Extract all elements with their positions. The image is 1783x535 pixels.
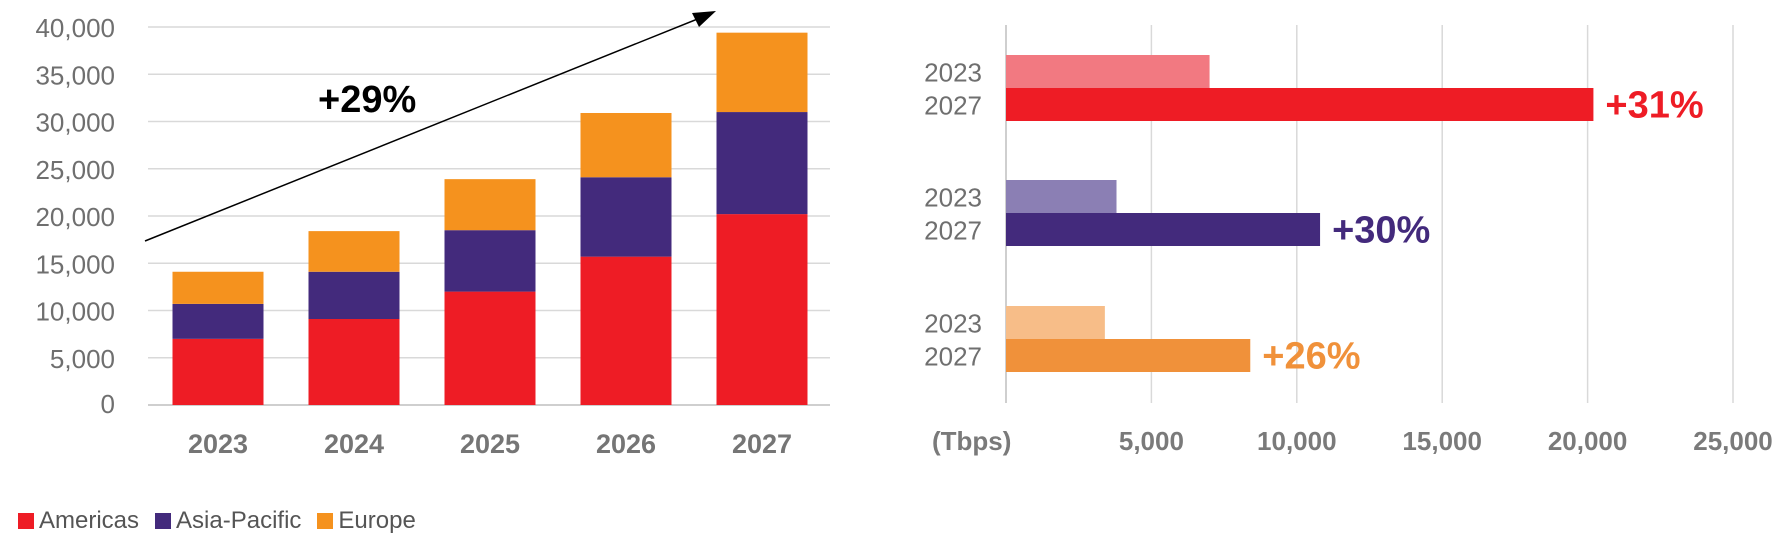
- growth-arrow-line: [144, 15, 706, 242]
- bar-asia-pacific-2023: [1006, 180, 1117, 213]
- bar-asia-pacific-2024: [308, 271, 400, 320]
- bar-asia-pacific-2026: [580, 177, 672, 257]
- bar-americas-2027: [1006, 88, 1594, 121]
- growth-annotation: +29%: [318, 79, 416, 121]
- x-tick-label: 5,000: [1119, 426, 1184, 456]
- bar-europe-2025: [444, 179, 536, 231]
- x-tick-label: 15,000: [1402, 426, 1482, 456]
- x-tick-label: 2024: [324, 429, 384, 459]
- growth-label-europe: +26%: [1262, 336, 1360, 378]
- bar-americas-2023: [172, 338, 264, 405]
- y-tick-label: 30,000: [35, 108, 115, 138]
- bar-year-label: 2023: [924, 183, 982, 213]
- y-tick-label: 20,000: [35, 202, 115, 232]
- x-tick-label: 2027: [732, 429, 792, 459]
- bar-europe-2026: [580, 112, 672, 178]
- bar-asia-pacific-2027: [716, 112, 808, 215]
- horizontal-bar-chart: 5,000 10,000 15,000 20,000 25,000(Tbps)20232…: [924, 25, 1773, 456]
- bar-americas-2024: [308, 319, 400, 405]
- legend-swatch-europe: [317, 513, 334, 529]
- legend-item-americas: Americas: [18, 507, 139, 535]
- x-tick-label: 25,000: [1693, 426, 1773, 456]
- growth-arrow-head: [692, 11, 716, 27]
- y-tick-label: 40,000: [35, 13, 115, 43]
- y-tick-label: 25,000: [35, 155, 115, 185]
- y-tick-label: 10,000: [35, 297, 115, 327]
- x-tick-label: 10,000: [1257, 426, 1337, 456]
- bar-year-label: 2027: [924, 342, 982, 372]
- bar-americas-2027: [716, 214, 808, 405]
- y-tick-label: 15,000: [35, 249, 115, 279]
- bar-asia-pacific-2027: [1006, 213, 1321, 246]
- unit-label: (Tbps): [932, 426, 1011, 456]
- bar-europe-2023: [1006, 306, 1105, 339]
- bar-europe-2027: [716, 32, 808, 113]
- y-tick-label: 5,000: [50, 344, 115, 374]
- bar-europe-2024: [308, 231, 400, 272]
- legend-label-americas: Americas: [39, 507, 140, 534]
- stacked-bar-chart: 0 5,000 10,000 15,000 20,000 25,000 30,000 35,0…: [35, 11, 830, 459]
- x-tick-label: 20,000: [1548, 426, 1628, 456]
- bar-americas-2025: [444, 291, 536, 405]
- bar-year-label: 2023: [924, 58, 982, 88]
- x-tick-label: 2025: [460, 429, 520, 459]
- bar-americas-2023: [1006, 55, 1210, 88]
- bar-asia-pacific-2025: [444, 230, 536, 292]
- legend-item-europe: Europe: [317, 507, 416, 535]
- legend-swatch-americas: [18, 513, 34, 529]
- bar-europe-2023: [172, 271, 264, 304]
- legend-item-asia-pacific: Asia-Pacific: [155, 507, 301, 535]
- legend: Americas Asia-Pacific Europe: [18, 507, 432, 535]
- x-tick-label: 2023: [188, 429, 248, 459]
- legend-swatch-asia-pacific: [155, 513, 172, 529]
- bar-year-label: 2027: [924, 91, 982, 121]
- bar-asia-pacific-2023: [172, 303, 264, 339]
- x-tick-label: 2026: [596, 429, 656, 459]
- y-tick-label: 35,000: [35, 60, 115, 90]
- y-tick-label: 0: [101, 389, 115, 419]
- growth-label-americas: +31%: [1605, 85, 1703, 127]
- growth-label-asia-pacific: +30%: [1332, 210, 1430, 252]
- legend-label-europe: Europe: [338, 507, 416, 534]
- bar-americas-2026: [580, 256, 672, 405]
- bar-year-label: 2023: [924, 309, 982, 339]
- legend-label-asia-pacific: Asia-Pacific: [176, 507, 302, 534]
- bar-europe-2027: [1006, 339, 1251, 372]
- bar-year-label: 2027: [924, 216, 982, 246]
